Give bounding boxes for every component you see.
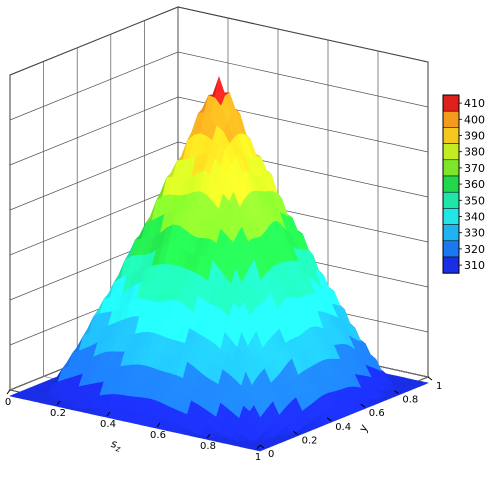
legend-swatch	[442, 208, 460, 225]
x-tick	[206, 433, 211, 439]
grid-line	[9, 6, 429, 76]
grid-line	[9, 96, 429, 166]
x-tick-label: 1	[255, 452, 261, 463]
x-tick	[106, 411, 111, 417]
y-tick	[259, 444, 265, 449]
x-tick	[6, 389, 11, 395]
legend-label: 390	[464, 130, 485, 143]
x-axis-title: sz	[109, 437, 123, 454]
legend-label: 410	[464, 97, 485, 110]
x-tick	[256, 444, 261, 450]
legend-label: 400	[464, 113, 485, 126]
x-tick	[156, 422, 161, 428]
legend-swatch	[442, 175, 460, 193]
legend-swatch	[442, 143, 460, 161]
color-legend: 410 400 390 380 370 360 350 340 330 320 310	[442, 94, 485, 274]
surface-mesh	[8, 76, 430, 452]
x-tick-label: 0.4	[100, 419, 116, 430]
y-axis-title: y	[356, 422, 371, 434]
legend-label: 370	[464, 162, 485, 175]
surface-cell	[252, 447, 266, 452]
legend-label: 350	[464, 194, 485, 207]
grid-line	[9, 141, 429, 211]
y-tick	[293, 430, 298, 435]
legend-swatch	[442, 159, 460, 177]
x-tick-label: 0.2	[50, 408, 66, 419]
y-tick-label: 0	[268, 449, 274, 460]
y-tick-label: 0.2	[302, 435, 318, 446]
legend-label: 360	[464, 178, 485, 191]
legend-swatch	[442, 94, 460, 112]
legend-swatch	[442, 240, 460, 258]
legend-label: 310	[464, 259, 485, 272]
y-tick	[326, 417, 332, 422]
y-tick-label: 1	[436, 381, 442, 392]
x-tick-label: 0.6	[150, 430, 166, 441]
y-tick	[360, 403, 366, 408]
y-tick-label: 0.8	[402, 395, 418, 406]
grid-line	[9, 51, 429, 121]
legend-swatch	[442, 191, 460, 209]
y-tick-label: 0.6	[369, 408, 385, 419]
legend-swatch	[442, 256, 460, 274]
legend-label: 330	[464, 227, 485, 240]
x-tick-label: 0.8	[200, 441, 216, 452]
x-tick	[56, 400, 61, 406]
y-tick	[427, 376, 433, 381]
x-tick-label: 0	[5, 397, 11, 408]
legend-label: 320	[464, 243, 485, 256]
legend-label: 340	[464, 211, 485, 224]
y-tick	[394, 390, 399, 395]
legend-swatch	[442, 110, 460, 128]
legend-swatch	[442, 224, 460, 242]
y-tick-label: 0.4	[335, 422, 351, 433]
legend-swatch	[442, 127, 460, 144]
legend-label: 380	[464, 146, 485, 159]
